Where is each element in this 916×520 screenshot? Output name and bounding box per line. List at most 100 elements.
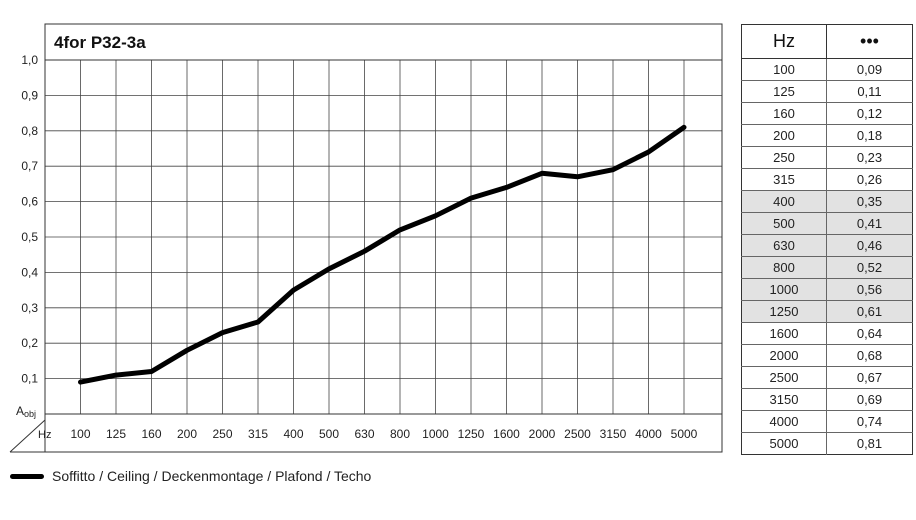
y-tick-label: 0,4 bbox=[21, 265, 38, 279]
table-cell-value: 0,23 bbox=[826, 146, 913, 169]
table-header-hz: Hz bbox=[741, 24, 827, 59]
y-tick-label: 0,7 bbox=[21, 159, 38, 173]
table-row: 125 0,11 bbox=[741, 80, 913, 103]
x-tick-label: 500 bbox=[319, 427, 339, 441]
x-tick-label: 630 bbox=[354, 427, 374, 441]
table-row: 5000 0,81 bbox=[741, 432, 913, 455]
table-row: 160 0,12 bbox=[741, 102, 913, 125]
table-row: 1250 0,61 bbox=[741, 300, 913, 323]
table-cell-value: 0,26 bbox=[826, 168, 913, 191]
table-cell-hz: 250 bbox=[741, 146, 827, 169]
table-cell-hz: 1000 bbox=[741, 278, 827, 301]
table-cell-value: 0,56 bbox=[826, 278, 913, 301]
x-axis-label: Hz bbox=[38, 429, 51, 441]
table-row: 400 0,35 bbox=[741, 190, 913, 213]
x-tick-label: 4000 bbox=[635, 427, 662, 441]
table-row: 2000 0,68 bbox=[741, 344, 913, 367]
table-row: 2500 0,67 bbox=[741, 366, 913, 389]
x-tick-label: 250 bbox=[212, 427, 232, 441]
x-tick-label: 2500 bbox=[564, 427, 591, 441]
y-tick-label: 0,1 bbox=[21, 372, 38, 386]
series-line bbox=[78, 124, 687, 385]
corner-diagonal bbox=[9, 419, 46, 453]
table-cell-value: 0,11 bbox=[826, 80, 913, 103]
table-body: 100 0,09 125 0,11 160 0,12 200 0,18 250 0,23 315 0,… bbox=[741, 58, 913, 455]
y-tick-label: 0,9 bbox=[21, 88, 38, 102]
x-tick-label: 5000 bbox=[671, 427, 698, 441]
y-axis-label: Aobj bbox=[16, 404, 36, 419]
x-tick-label: 800 bbox=[390, 427, 410, 441]
table-row: 1600 0,64 bbox=[741, 322, 913, 345]
table-row: 800 0,52 bbox=[741, 256, 913, 279]
table-cell-hz: 100 bbox=[773, 62, 795, 77]
x-tick-label: 125 bbox=[106, 427, 126, 441]
table-cell-value: 0,64 bbox=[826, 322, 913, 345]
table-cell-value: 0,81 bbox=[826, 432, 913, 455]
table-cell-hz: 200 bbox=[741, 124, 827, 147]
chart-frame bbox=[9, 23, 723, 453]
legend: Soffitto / Ceiling / Deckenmontage / Pla… bbox=[10, 468, 371, 484]
y-tick-label: 0,2 bbox=[21, 336, 38, 350]
y-tick-label: 1,0 bbox=[21, 53, 38, 67]
table-cell-value: 0,69 bbox=[826, 388, 913, 411]
y-tick-label: 0,3 bbox=[21, 301, 38, 315]
chart-grid bbox=[45, 59, 722, 414]
table-cell-hz: 1250 bbox=[741, 300, 827, 323]
table-cell-hz: 630 bbox=[741, 234, 827, 257]
table-cell-value: 0,52 bbox=[826, 256, 913, 279]
table-row: 500 0,41 bbox=[741, 212, 913, 235]
table-row: 200 0,18 bbox=[741, 124, 913, 147]
table-cell-value: 0,67 bbox=[826, 366, 913, 389]
table-cell-value: 0,12 bbox=[826, 102, 913, 125]
table-cell-value: 0,35 bbox=[826, 190, 913, 213]
y-tick-label: 0,6 bbox=[21, 195, 38, 209]
table-cell-hz: 400 bbox=[741, 190, 827, 213]
table-cell-hz: 1600 bbox=[741, 322, 827, 345]
series-layer bbox=[78, 124, 687, 385]
table-cell-value: 0,41 bbox=[826, 212, 913, 235]
x-tick-labels: 100 125 160 200 250 315 400 500 630 800 1000 1250 16… bbox=[70, 427, 697, 441]
x-tick-label: 400 bbox=[283, 427, 303, 441]
x-tick-label: 160 bbox=[141, 427, 161, 441]
x-tick-label: 200 bbox=[177, 427, 197, 441]
y-tick-labels: 0,1 0,2 0,3 0,4 0,5 0,6 0,7 0,8 0,9 1,0 bbox=[21, 53, 38, 386]
chart-title: 4for P32-3a bbox=[54, 33, 146, 52]
table-cell-hz: 800 bbox=[741, 256, 827, 279]
values-table: Hz ••• 100 0,09 125 0,11 160 0,12 200 0,18 250 0,… bbox=[741, 24, 913, 455]
x-tick-label: 1250 bbox=[458, 427, 485, 441]
table-cell-hz: 4000 bbox=[741, 410, 827, 433]
x-tick-label: 100 bbox=[70, 427, 90, 441]
table-cell-hz: 5000 bbox=[741, 432, 827, 455]
table-cell-value: 0,18 bbox=[826, 124, 913, 147]
table-row: 3150 0,69 bbox=[741, 388, 913, 411]
x-tick-label: 2000 bbox=[529, 427, 556, 441]
table-row: 250 0,23 bbox=[741, 146, 913, 169]
table-cell-value: 0,46 bbox=[826, 234, 913, 257]
table-cell-value: 0,74 bbox=[826, 410, 913, 433]
table-cell-hz: 315 bbox=[741, 168, 827, 191]
legend-line-swatch bbox=[10, 473, 44, 479]
x-tick-label: 315 bbox=[248, 427, 268, 441]
x-tick-label: 1000 bbox=[422, 427, 449, 441]
chart-area: 4for P32-3a 0,1 0,2 0,3 0,4 0,5 0,6 0,7 0,8 0,9 1… bbox=[9, 23, 723, 453]
table-cell-hz: 160 bbox=[741, 102, 827, 125]
y-tick-label: 0,5 bbox=[21, 230, 38, 244]
y-tick-label: 0,8 bbox=[21, 124, 38, 138]
x-tick-label: 3150 bbox=[600, 427, 627, 441]
table-row: 100 0,09 bbox=[742, 58, 913, 81]
table-row: 630 0,46 bbox=[741, 234, 913, 257]
table-cell-hz: 2500 bbox=[741, 366, 827, 389]
table-row: 4000 0,74 bbox=[741, 410, 913, 433]
table-cell-hz: 2000 bbox=[741, 344, 827, 367]
legend-label: Soffitto / Ceiling / Deckenmontage / Pla… bbox=[52, 468, 372, 484]
table-header-row: Hz ••• bbox=[741, 24, 913, 59]
table-cell-hz: 125 bbox=[741, 80, 827, 103]
plot-border bbox=[44, 23, 723, 453]
table-cell-value: 0,09 bbox=[826, 58, 913, 81]
table-row: 1000 0,56 bbox=[741, 278, 913, 301]
table-row: 315 0,26 bbox=[741, 168, 913, 191]
table-cell-hz: 3150 bbox=[741, 388, 827, 411]
table-header-value: ••• bbox=[826, 24, 913, 59]
table-cell-value: 0,61 bbox=[826, 300, 913, 323]
